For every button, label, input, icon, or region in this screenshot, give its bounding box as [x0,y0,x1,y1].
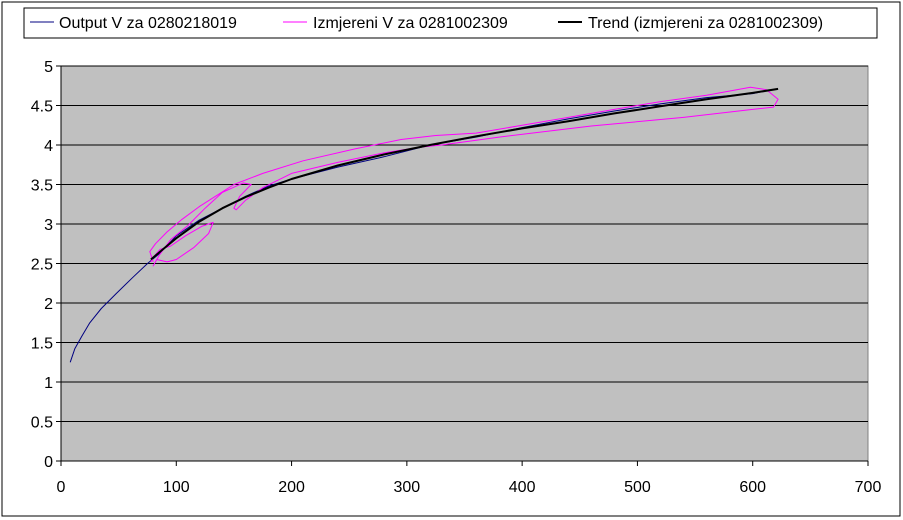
legend-label-trend: Trend (izmjereni za 0281002309) [588,15,823,32]
x-tick-label-6: 600 [739,479,766,496]
legend-box [23,7,878,39]
y-axis-tick-labels: 0 0.5 1 1.5 2 2.5 3 3.5 4 4.5 5 [31,59,53,471]
x-tick-label-2: 200 [278,479,305,496]
x-tick-label-1: 100 [163,479,190,496]
y-tick-label-1: 0.5 [31,415,53,432]
y-tick-label-6: 3 [44,217,53,234]
x-tick-label-0: 0 [57,479,66,496]
y-tick-label-10: 5 [44,59,53,76]
series-line-trend [150,87,779,261]
x-tick-label-7: 700 [855,479,882,496]
y-tick-label-3: 1.5 [31,336,53,353]
y-tick-label-8: 4 [44,138,53,155]
y-tick-label-4: 2 [44,296,53,313]
x-tick-label-4: 400 [509,479,536,496]
series-group [69,86,779,363]
legend-item-output: Output V za 0280218019 [30,15,237,32]
y-tick-label-7: 3.5 [31,178,53,195]
y-tick-label-2: 1 [44,375,53,392]
legend-label-output: Output V za 0280218019 [59,15,237,32]
series-line-output [69,90,765,363]
x-tick-label-5: 500 [624,479,651,496]
legend-item-izmjereni: Izmjereni V za 0281002309 [283,15,508,32]
axes [56,65,869,466]
y-tick-label-5: 2.5 [31,257,53,274]
y-tick-label-0: 0 [44,454,53,471]
x-tick-label-3: 300 [394,479,421,496]
x-axis-tick-labels: 0 100 200 300 400 500 600 700 [57,479,882,496]
legend-item-trend: Trend (izmjereni za 0281002309) [558,15,823,32]
legend-label-izmjereni: Izmjereni V za 0281002309 [313,15,508,32]
y-tick-label-9: 4.5 [31,99,53,116]
